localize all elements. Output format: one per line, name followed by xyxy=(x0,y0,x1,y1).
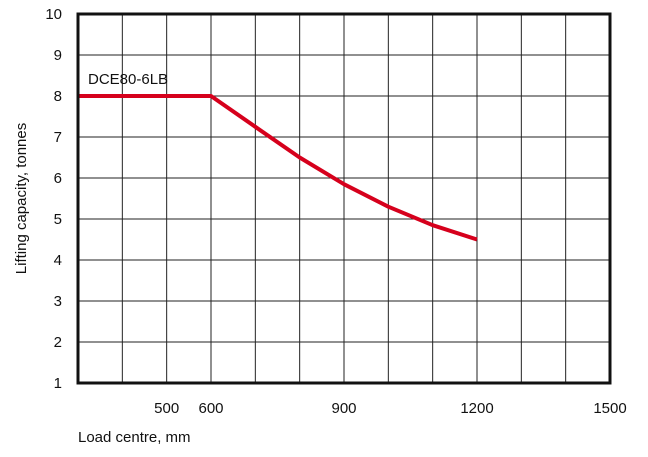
y-axis-title: Lifting capacity, tonnes xyxy=(13,123,30,274)
series-layer xyxy=(78,94,478,242)
series-label: DCE80-6LB xyxy=(88,71,168,88)
y-tick-label: 4 xyxy=(54,252,62,269)
x-tick-label: 600 xyxy=(198,400,223,417)
y-tick-label: 3 xyxy=(54,293,62,310)
plot-frame xyxy=(76,12,612,385)
x-axis-title: Load centre, mm xyxy=(78,429,191,446)
series-line xyxy=(78,94,478,242)
y-tick-label: 10 xyxy=(45,6,62,23)
x-axis-ticks: 500 600 900 1200 1500 xyxy=(154,400,627,417)
y-axis-ticks: 1 2 3 4 5 6 7 8 9 10 xyxy=(45,6,62,392)
x-tick-label: 900 xyxy=(331,400,356,417)
x-tick-label: 1500 xyxy=(593,400,626,417)
y-tick-label: 8 xyxy=(54,88,62,105)
y-tick-label: 6 xyxy=(54,170,62,187)
y-tick-label: 9 xyxy=(54,47,62,64)
y-tick-label: 5 xyxy=(54,211,62,228)
y-tick-label: 2 xyxy=(54,334,62,351)
y-tick-label: 7 xyxy=(54,129,62,146)
y-tick-label: 1 xyxy=(54,375,62,392)
x-tick-label: 1200 xyxy=(460,400,493,417)
grid xyxy=(78,14,610,383)
x-tick-label: 500 xyxy=(154,400,179,417)
